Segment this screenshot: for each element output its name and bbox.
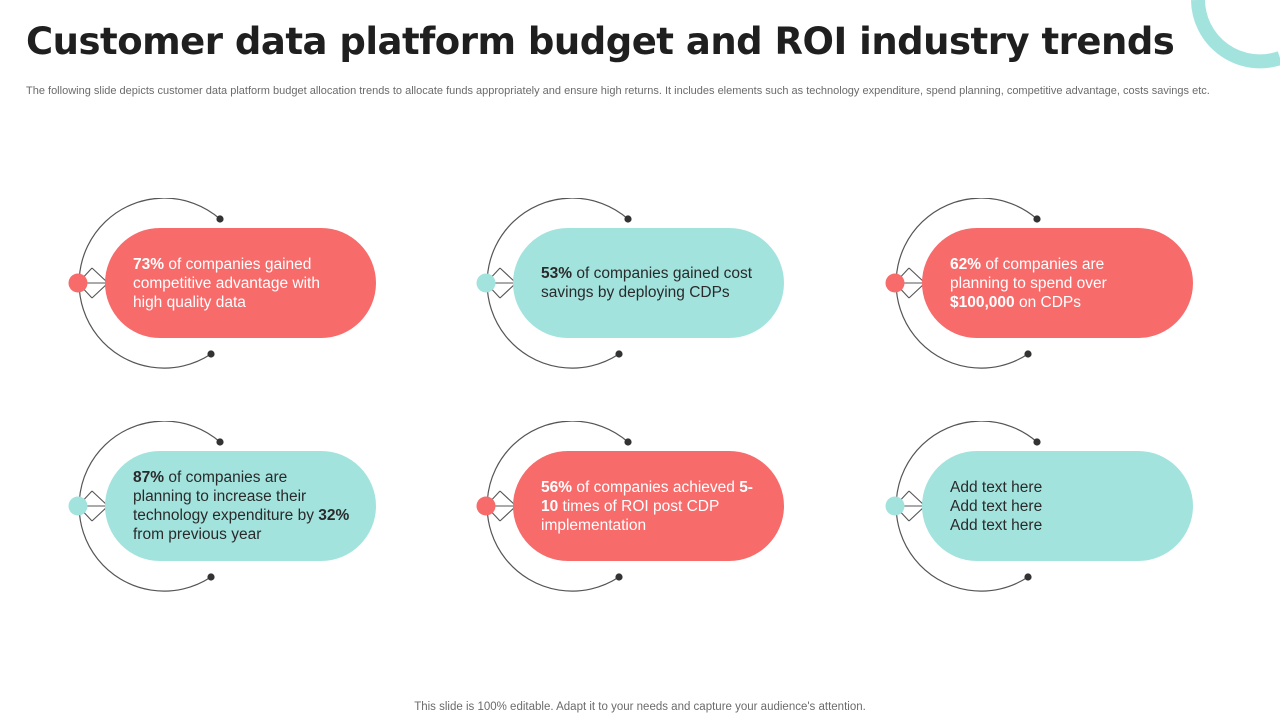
stat-text-run: of companies gained competitive advantag… — [133, 255, 320, 311]
arc-end-dot-bottom — [1024, 350, 1032, 358]
card-connector-graphic — [476, 198, 632, 369]
stat-text-run: from previous year — [133, 526, 262, 543]
arc-end-dot-bottom — [1024, 573, 1032, 581]
stat-pill: 87% of companies are planning to increas… — [105, 451, 376, 561]
stat-text: 56% of companies achieved 5-10 times of … — [541, 478, 758, 535]
stat-highlight: 5-10 — [541, 478, 753, 515]
card-connector-lines — [77, 490, 109, 522]
stat-text: 53% of companies gained cost savings by … — [541, 264, 758, 302]
arc-end-dot-top — [624, 215, 632, 223]
stat-highlight: 87% — [133, 469, 165, 486]
stat-pill: 53% of companies gained cost savings by … — [513, 228, 784, 338]
card-connector-graphic — [476, 421, 632, 592]
placeholder-line: Add text here — [950, 497, 1043, 515]
stat-text-run: of companies are planning to increase th… — [133, 469, 319, 524]
card-connector-lines — [894, 267, 926, 299]
stat-text: Add text here Add text here Add text here — [950, 478, 1042, 535]
card-accent-node — [476, 496, 496, 516]
stat-text-run: times of ROI post CDP implementation — [541, 497, 720, 534]
card-accent-node — [885, 496, 905, 516]
card-connector-lines — [485, 267, 517, 299]
stat-highlight: 56% — [541, 478, 573, 496]
stat-text-run: of companies achieved — [572, 478, 740, 496]
arc-end-dot-bottom — [615, 350, 623, 358]
arc-end-dot-bottom — [207, 350, 215, 358]
stat-text-run: of companies gained cost savings by depl… — [541, 265, 753, 301]
stat-pill: 56% of companies achieved 5-10 times of … — [513, 451, 784, 561]
placeholder-line: Add text here — [950, 478, 1043, 496]
stat-highlight: 32% — [318, 507, 350, 524]
card-accent-node — [68, 273, 88, 293]
card-connector-graphic — [885, 421, 1041, 592]
stat-highlight: 73% — [133, 255, 165, 273]
stat-card-3: 62% of companies are planning to spend o… — [877, 198, 1217, 373]
stat-text-run: of companies are planning to spend over — [950, 255, 1107, 292]
card-accent-node — [476, 273, 496, 293]
card-accent-node — [885, 273, 905, 293]
arc-end-dot-top — [216, 438, 224, 446]
stat-card-4: 87% of companies are planning to increas… — [60, 421, 400, 596]
stat-highlight: $100,000 — [950, 293, 1015, 311]
stat-text: 87% of companies are planning to increas… — [133, 468, 350, 544]
card-connector-lines — [77, 267, 109, 299]
stat-card-5: 56% of companies achieved 5-10 times of … — [468, 421, 808, 596]
placeholder-line: Add text here — [950, 516, 1043, 534]
corner-arc-decoration — [1191, 0, 1280, 69]
corner-arc-shape — [1191, 0, 1280, 69]
stat-text-run: on CDPs — [1014, 293, 1081, 311]
slide-title: Customer data platform budget and ROI in… — [26, 20, 1175, 63]
arc-end-dot-top — [1033, 215, 1041, 223]
arc-end-dot-top — [624, 438, 632, 446]
stat-pill: 62% of companies are planning to spend o… — [922, 228, 1193, 338]
card-connector-lines — [485, 490, 517, 522]
arc-end-dot-bottom — [615, 573, 623, 581]
card-connector-graphic — [68, 198, 224, 369]
stat-text: 73% of companies gained competitive adva… — [133, 255, 350, 312]
stat-card-6: Add text here Add text here Add text here — [877, 421, 1217, 596]
stat-text: 62% of companies are planning to spend o… — [950, 255, 1167, 312]
stat-highlight: 53% — [541, 265, 573, 282]
arc-end-dot-top — [1033, 438, 1041, 446]
card-connector-lines — [894, 490, 926, 522]
card-connector-graphic — [68, 421, 224, 592]
card-connector-graphic — [885, 198, 1041, 369]
stat-highlight: 62% — [950, 255, 982, 273]
slide-subtitle: The following slide depicts customer dat… — [26, 85, 1210, 97]
arc-end-dot-bottom — [207, 573, 215, 581]
stat-card-1: 73% of companies gained competitive adva… — [60, 198, 400, 373]
arc-end-dot-top — [216, 215, 224, 223]
stat-card-2: 53% of companies gained cost savings by … — [468, 198, 808, 373]
slide-footer: This slide is 100% editable. Adapt it to… — [414, 701, 866, 713]
stat-pill: 73% of companies gained competitive adva… — [105, 228, 376, 338]
stat-pill: Add text here Add text here Add text here — [922, 451, 1193, 561]
card-accent-node — [68, 496, 88, 516]
